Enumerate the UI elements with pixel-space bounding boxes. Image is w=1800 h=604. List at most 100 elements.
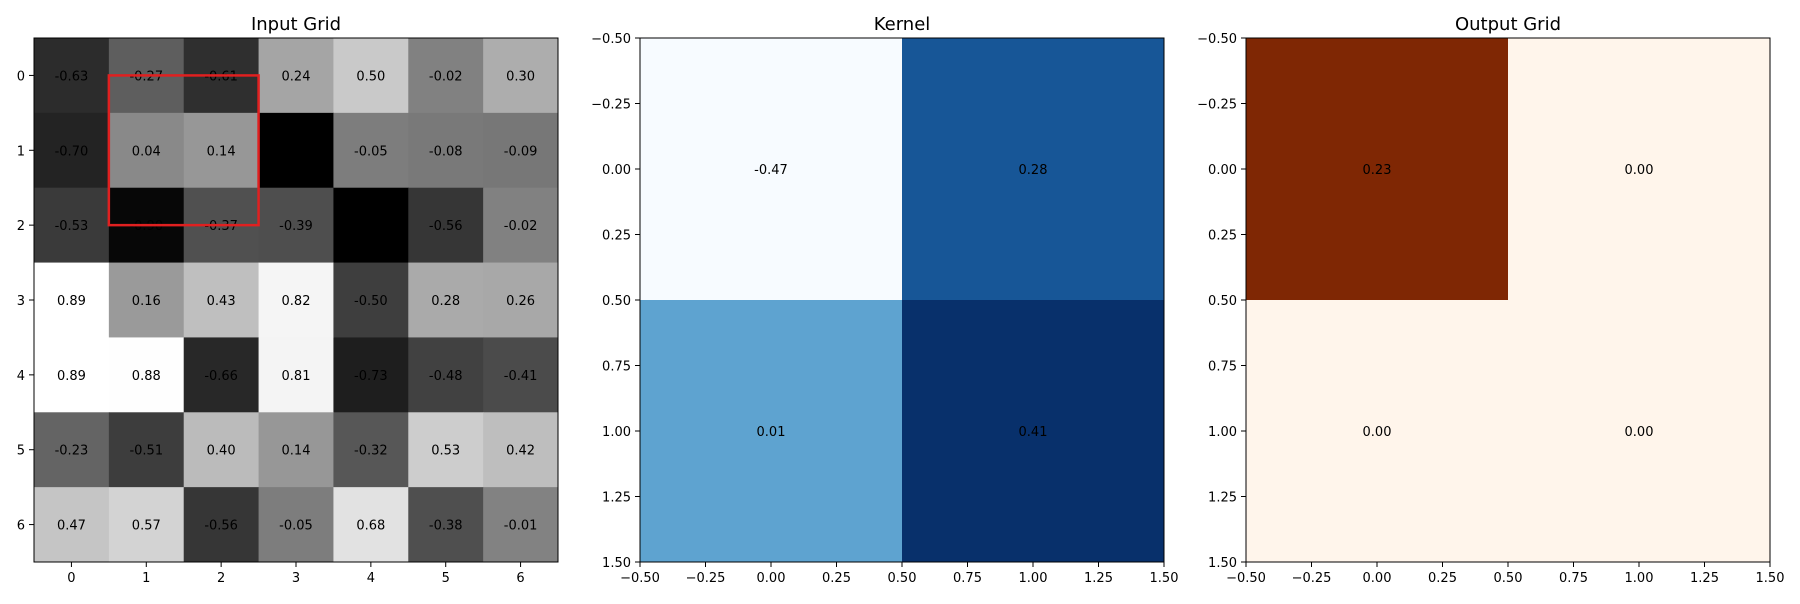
x-tick-label: 0.75: [1559, 571, 1588, 586]
y-tick-label: 3: [17, 294, 25, 309]
x-tick-label: 1.50: [1150, 571, 1179, 586]
x-tick-label: 0.00: [1363, 571, 1392, 586]
input-cell-label: 0.57: [132, 519, 161, 534]
x-tick-label: 0: [67, 571, 75, 586]
input-cell: [183, 412, 260, 488]
kernel-cell: [902, 300, 1165, 563]
input-cell: [108, 337, 185, 413]
y-tick-label: 1.25: [602, 491, 631, 506]
input-cell: [34, 412, 110, 488]
x-tick-label: −0.25: [1292, 571, 1332, 586]
sliding-window-highlight: [107, 74, 260, 227]
output-cell: [1246, 300, 1509, 563]
y-tick-label: 0.00: [602, 163, 631, 178]
input-title: Input Grid: [251, 14, 341, 35]
y-tick-label: 2: [17, 219, 25, 234]
input-cell-label: -0.56: [429, 219, 463, 234]
input-cell-label: 0.50: [356, 69, 385, 84]
input-cell-label: 0.82: [282, 294, 311, 309]
input-cell-label: 0.81: [282, 369, 311, 384]
input-cell-label: 0.28: [431, 294, 460, 309]
kernel-cell-label: 0.01: [757, 425, 786, 440]
output-panel: 0.23 0.00 0.00 0.00 −0.50 −0.25 0.00 0.25 0.50 0.…: [1197, 14, 1784, 586]
input-cell: [34, 262, 110, 338]
input-cell: [34, 337, 110, 413]
x-tick-label: 0.25: [822, 571, 851, 586]
input-cell: [34, 38, 110, 114]
input-cell: [333, 487, 409, 563]
input-cell-label: 0.42: [506, 444, 535, 459]
input-cell: [258, 38, 334, 114]
input-cell: [483, 112, 559, 189]
y-tick-label: 5: [17, 444, 25, 459]
input-cell: [333, 412, 409, 488]
input-cell: [408, 38, 484, 114]
input-cell-label: -0.73: [354, 369, 388, 384]
input-cell: [258, 112, 334, 189]
input-cell: [333, 337, 409, 413]
input-cell: [483, 187, 559, 264]
kernel-cell: [902, 38, 1165, 301]
input-cell: [258, 487, 334, 563]
input-cell-label: -0.66: [204, 369, 238, 384]
input-cell: [408, 412, 484, 488]
input-cell: [483, 412, 559, 488]
y-tick-label: 1.50: [602, 556, 631, 571]
x-tick-label: 1.00: [1019, 571, 1048, 586]
input-cell: [183, 337, 260, 413]
input-cell-label: -0.23: [55, 444, 89, 459]
y-tick-label: 0.50: [602, 294, 631, 309]
x-tick-label: 1.25: [1690, 571, 1719, 586]
x-tick-label: 5: [442, 571, 450, 586]
input-cell-label: 0.24: [282, 69, 311, 84]
input-cell-label: 0.89: [57, 369, 86, 384]
input-cell-label: -0.53: [55, 219, 89, 234]
input-cell: [333, 187, 409, 264]
x-tick-label: 0.75: [953, 571, 982, 586]
output-cell-label: 0.00: [1625, 163, 1654, 178]
output-cell: [1508, 300, 1771, 563]
input-cell: [108, 412, 185, 488]
y-tick-label: 1.50: [1208, 556, 1237, 571]
y-tick-label: 0.75: [602, 360, 631, 375]
input-cell-label: -0.02: [429, 69, 463, 84]
input-cell-label: 0.68: [356, 519, 385, 534]
input-cell-label: -0.51: [129, 444, 163, 459]
x-tick-label: 1.50: [1756, 571, 1785, 586]
input-cell: [408, 337, 484, 413]
input-cell: [258, 187, 334, 264]
input-cell: [183, 112, 260, 189]
input-cell: [258, 337, 334, 413]
input-cell: [408, 262, 484, 338]
input-cell-label: -0.48: [429, 369, 463, 384]
output-cell-label: 0.23: [1363, 163, 1392, 178]
input-cell: [258, 412, 334, 488]
x-tick-label: 6: [516, 571, 524, 586]
input-cell-label: 0.53: [431, 444, 460, 459]
kernel-cell: [640, 300, 903, 563]
input-cell-label: -0.50: [354, 294, 388, 309]
input-cell-label: 0.40: [207, 444, 236, 459]
input-cell-label: -0.32: [354, 444, 388, 459]
x-tick-label: 1.25: [1084, 571, 1113, 586]
input-cell-label: -0.56: [204, 519, 238, 534]
input-cell: [408, 487, 484, 563]
input-cell-label: -0.38: [429, 519, 463, 534]
input-cell-label: -0.61: [204, 69, 238, 84]
x-tick-label: 0.00: [757, 571, 786, 586]
x-tick-label: −0.50: [620, 571, 660, 586]
x-tick-label: 1.00: [1625, 571, 1654, 586]
input-cell-label: 0.88: [132, 369, 161, 384]
input-cell-label: -0.41: [504, 369, 538, 384]
kernel-cell-label: -0.47: [754, 163, 788, 178]
x-tick-label: 0.50: [1494, 571, 1523, 586]
output-cell: [1246, 38, 1509, 301]
x-tick-label: −0.50: [1226, 571, 1266, 586]
input-cell-label: 0.26: [506, 294, 535, 309]
x-tick-label: 0.50: [888, 571, 917, 586]
input-cell-label: 0.14: [207, 144, 236, 159]
y-tick-label: −0.50: [1197, 32, 1237, 47]
input-cell: [108, 112, 185, 189]
x-tick-label: 3: [292, 571, 300, 586]
